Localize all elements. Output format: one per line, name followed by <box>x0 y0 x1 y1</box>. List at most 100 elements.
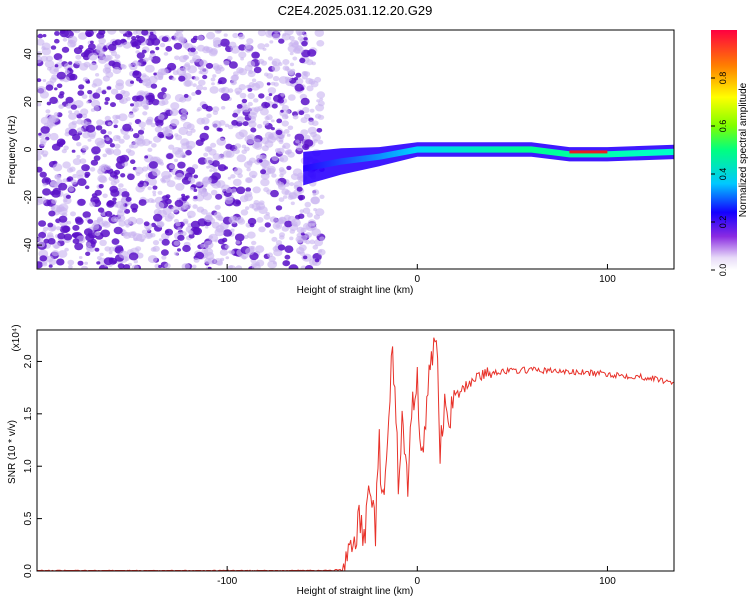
noise-speck <box>289 62 295 67</box>
noise-speck <box>264 102 271 108</box>
noise-speck <box>211 160 220 167</box>
noise-speck <box>100 229 111 238</box>
noise-speck <box>204 214 214 223</box>
noise-speck <box>143 91 149 96</box>
noise-speck <box>158 100 166 106</box>
noise-speck <box>193 188 198 192</box>
noise-speck <box>308 120 315 126</box>
noise-speck <box>44 60 55 69</box>
noise-speck <box>130 103 134 107</box>
noise-speck <box>145 178 150 182</box>
noise-speck <box>312 244 319 250</box>
noise-speck <box>112 66 122 75</box>
noise-speck <box>174 199 184 207</box>
noise-speck <box>206 31 216 40</box>
noise-speck <box>163 131 169 137</box>
noise-speck <box>246 137 255 145</box>
noise-speck <box>101 90 107 95</box>
x-tick-label: 100 <box>599 576 616 587</box>
noise-speck <box>183 93 189 98</box>
noise-speck <box>211 172 221 181</box>
noise-speck <box>54 38 60 44</box>
noise-speck <box>113 124 118 129</box>
noise-speck <box>304 201 312 208</box>
noise-speck <box>173 218 179 224</box>
noise-speck <box>230 74 239 82</box>
noise-speck <box>174 158 178 163</box>
noise-speck <box>284 190 291 196</box>
noise-speck <box>68 110 73 114</box>
noise-speck <box>247 217 257 226</box>
noise-speck <box>182 244 191 253</box>
noise-speck <box>52 163 63 172</box>
noise-speck <box>130 159 136 164</box>
noise-speck <box>182 54 189 60</box>
noise-speck <box>317 248 326 256</box>
noise-speck <box>95 125 103 131</box>
noise-speck <box>216 64 223 70</box>
noise-speck <box>109 185 118 193</box>
noise-speck <box>134 39 142 46</box>
noise-speck <box>190 37 197 44</box>
noise-speck <box>153 72 157 76</box>
noise-speck <box>296 237 304 244</box>
noise-speck <box>306 212 313 218</box>
noise-speck <box>81 94 88 99</box>
noise-speck <box>136 95 144 102</box>
noise-speck <box>300 117 308 124</box>
noise-speck <box>49 96 58 104</box>
noise-speck <box>317 139 324 145</box>
noise-speck <box>158 238 163 242</box>
noise-speck <box>277 244 286 251</box>
noise-speck <box>247 87 253 92</box>
noise-speck <box>319 97 324 101</box>
noise-speck <box>287 45 297 53</box>
noise-speck <box>80 52 88 58</box>
noise-speck <box>126 36 131 40</box>
noise-speck <box>112 119 119 124</box>
noise-speck <box>152 193 157 197</box>
noise-speck <box>230 228 235 233</box>
noise-speck <box>248 170 258 178</box>
noise-speck <box>110 50 118 57</box>
noise-speck <box>297 195 304 200</box>
noise-speck <box>40 125 50 134</box>
noise-speck <box>85 124 96 133</box>
noise-speck <box>191 92 197 96</box>
noise-speck <box>300 97 310 106</box>
noise-speck <box>84 171 91 177</box>
noise-speck <box>295 72 302 78</box>
noise-speck <box>59 30 70 38</box>
noise-speck <box>212 106 220 113</box>
noise-speck <box>234 143 242 149</box>
noise-speck <box>65 96 74 104</box>
noise-speck <box>319 236 325 242</box>
noise-speck <box>55 226 62 231</box>
noise-speck <box>168 144 175 150</box>
noise-speck <box>206 113 212 119</box>
noise-speck <box>47 66 52 71</box>
noise-speck <box>258 226 266 233</box>
noise-speck <box>232 32 239 39</box>
noise-speck <box>174 32 179 36</box>
noise-speck <box>180 231 187 237</box>
noise-speck <box>294 45 304 54</box>
noise-speck <box>198 70 203 75</box>
noise-speck <box>147 255 158 264</box>
noise-speck <box>195 89 202 95</box>
noise-speck <box>143 57 149 63</box>
noise-speck <box>299 57 306 64</box>
y-tick-label: 1.0 <box>23 459 34 473</box>
noise-speck <box>256 124 263 129</box>
noise-speck <box>49 77 57 83</box>
noise-speck <box>171 77 176 81</box>
noise-speck <box>152 190 157 194</box>
noise-speck <box>137 129 145 135</box>
noise-speck <box>176 67 187 76</box>
noise-speck <box>203 247 214 256</box>
noise-speck <box>76 105 81 109</box>
noise-speck <box>282 260 291 267</box>
noise-speck <box>212 37 222 45</box>
noise-speck <box>64 247 69 252</box>
noise-speck <box>152 185 158 190</box>
